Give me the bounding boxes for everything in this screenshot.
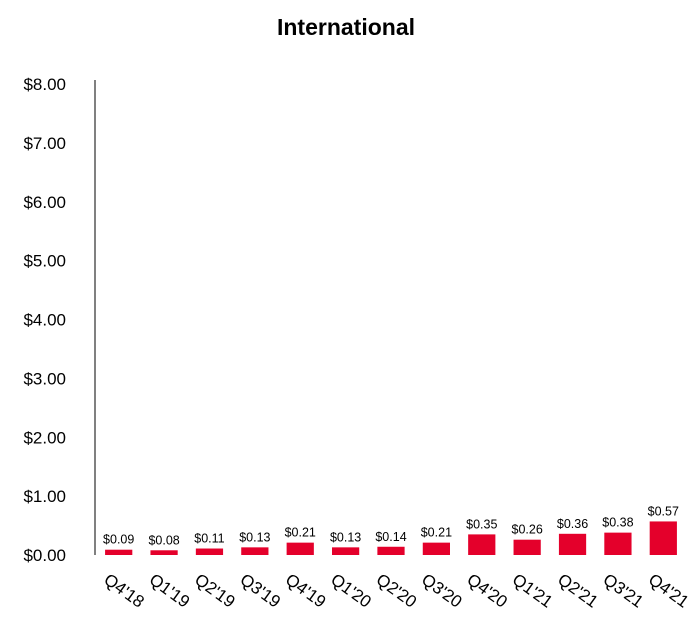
x-tick-label: Q1'21 xyxy=(509,570,556,612)
y-tick-label: $5.00 xyxy=(23,252,66,271)
y-tick-label: $1.00 xyxy=(23,487,66,506)
bar xyxy=(241,547,269,555)
y-tick-label: $3.00 xyxy=(23,369,66,388)
x-tick-label: Q4'18 xyxy=(100,570,147,612)
bar xyxy=(558,533,587,555)
x-tick-label: Q2'21 xyxy=(554,570,601,612)
bar xyxy=(332,547,360,555)
data-label: $0.11 xyxy=(194,532,224,546)
data-label: $0.14 xyxy=(375,530,406,544)
data-label: $0.57 xyxy=(648,504,679,518)
bar xyxy=(422,542,450,555)
bar xyxy=(604,532,632,555)
data-label: $0.13 xyxy=(330,530,361,544)
bar xyxy=(649,521,677,555)
bar xyxy=(377,546,405,555)
x-tick-label: Q4'19 xyxy=(282,570,329,612)
x-tick-label: Q3'21 xyxy=(600,570,647,612)
x-tick-label: Q1'19 xyxy=(146,570,193,612)
bar xyxy=(105,549,133,555)
bar xyxy=(286,542,314,555)
bar xyxy=(468,534,496,555)
chart-title: International xyxy=(276,14,415,40)
data-label: $0.21 xyxy=(421,526,452,540)
data-label: $0.26 xyxy=(512,523,543,537)
bar xyxy=(513,539,541,555)
x-tick-label: Q1'20 xyxy=(327,570,374,612)
bar xyxy=(195,548,224,555)
x-tick-label: Q2'19 xyxy=(191,570,238,612)
data-label: $0.35 xyxy=(466,517,497,531)
x-tick-label: Q3'19 xyxy=(236,570,283,612)
data-label: $0.13 xyxy=(239,530,270,544)
y-tick-label: $4.00 xyxy=(23,311,66,330)
data-label: $0.08 xyxy=(148,533,179,547)
x-tick-label: Q3'20 xyxy=(418,570,465,612)
x-tick-label: Q2'20 xyxy=(373,570,420,612)
data-label: $0.21 xyxy=(285,526,316,540)
data-label: $0.38 xyxy=(602,516,633,530)
bar xyxy=(150,550,178,555)
y-tick-label: $8.00 xyxy=(23,75,66,94)
x-tick-label: Q4'21 xyxy=(645,570,692,612)
data-label: $0.36 xyxy=(557,517,588,531)
y-tick-label: $0.00 xyxy=(23,546,66,565)
y-tick-label: $6.00 xyxy=(23,193,66,212)
x-tick-label: Q4'20 xyxy=(463,570,510,612)
y-tick-label: $2.00 xyxy=(23,428,66,447)
y-tick-label: $7.00 xyxy=(23,134,66,153)
data-label: $0.09 xyxy=(103,533,134,547)
